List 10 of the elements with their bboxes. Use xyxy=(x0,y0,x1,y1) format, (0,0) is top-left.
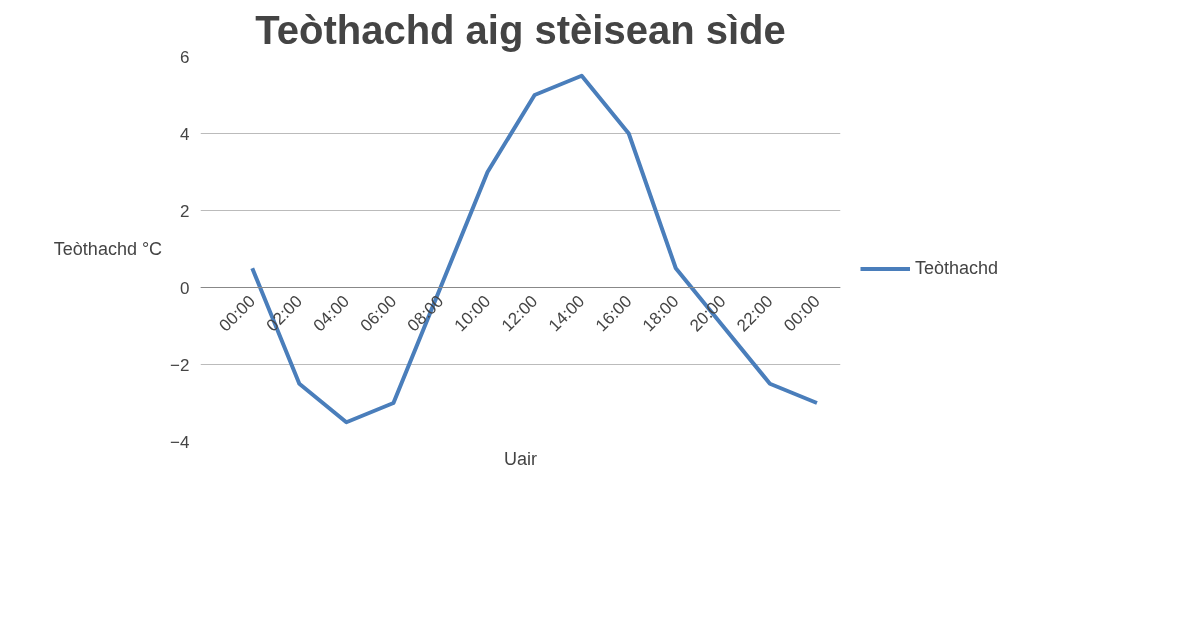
y-tick-label: 0 xyxy=(180,278,190,298)
chart-title: Teòthachd aig stèisean sìde xyxy=(255,7,786,52)
y-axis-title: Teòthachd °C xyxy=(53,239,163,259)
y-tick-label: 4 xyxy=(180,124,190,144)
x-axis-title: Uair xyxy=(504,448,538,469)
y-tick-label: −2 xyxy=(170,355,190,375)
y-tick-label: 6 xyxy=(180,47,190,67)
y-tick-label: −4 xyxy=(170,432,190,452)
legend-label: Teòthachd xyxy=(915,257,999,279)
y-tick-label: 2 xyxy=(180,201,190,221)
